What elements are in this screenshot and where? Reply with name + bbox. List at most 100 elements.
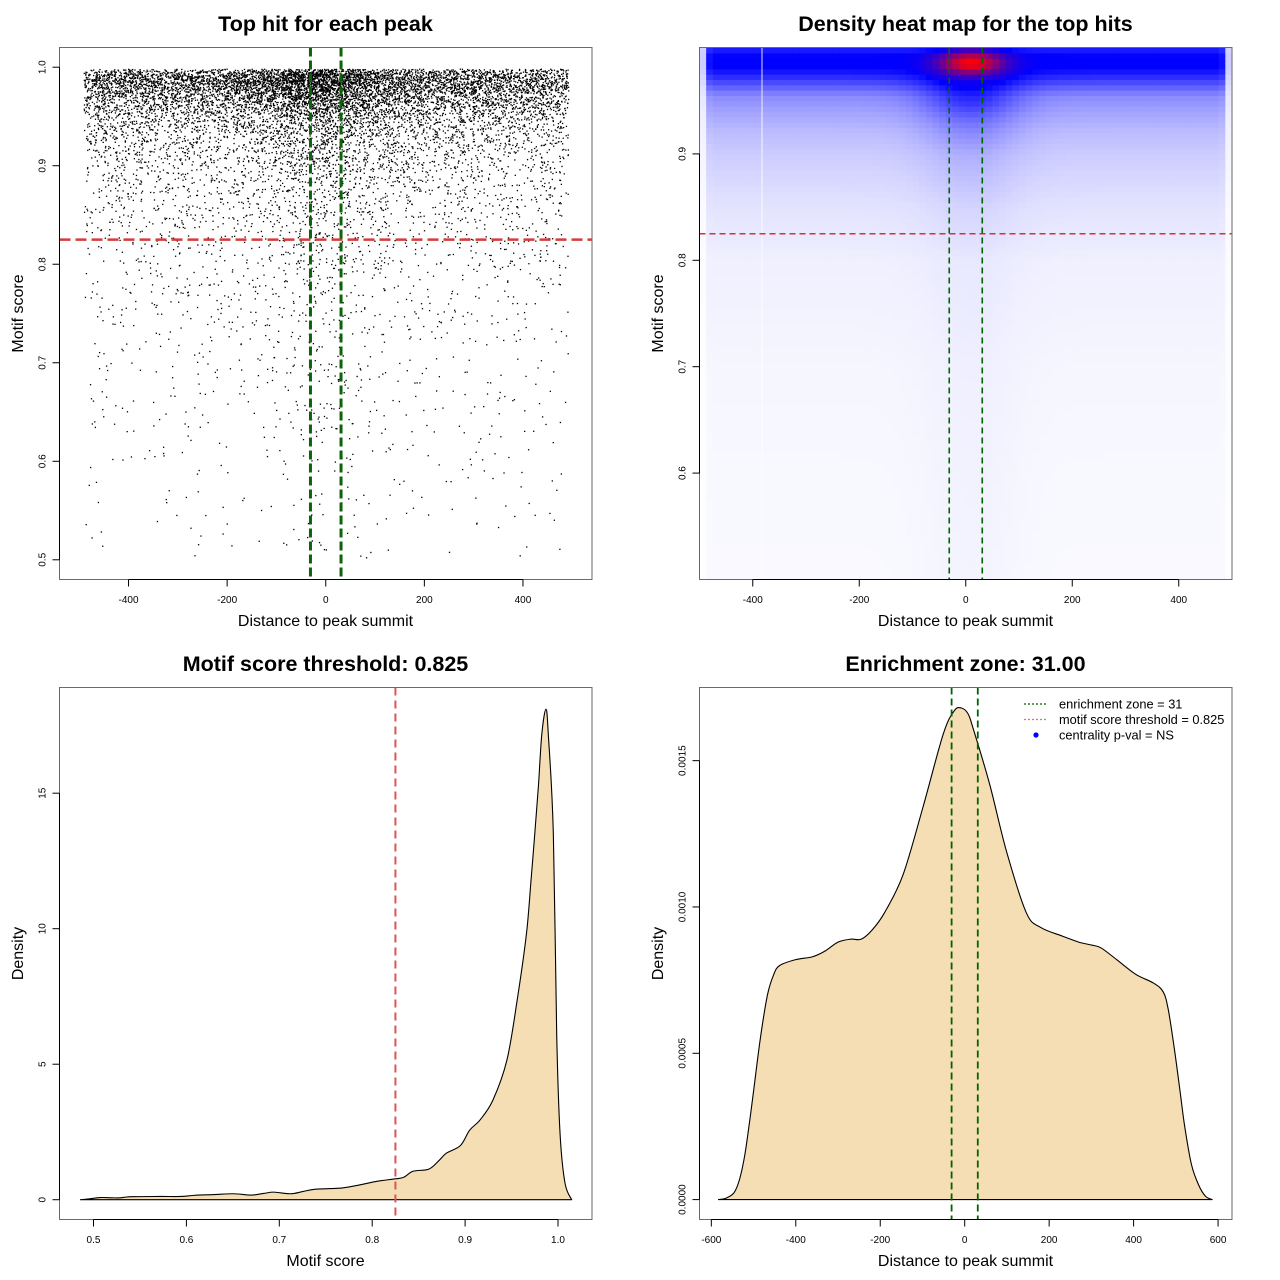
scatter-point <box>540 360 543 362</box>
scatter-point <box>421 308 424 310</box>
scatter-point <box>346 119 348 121</box>
scatter-point <box>230 89 232 91</box>
scatter-point <box>445 82 448 84</box>
scatter-point <box>251 68 253 70</box>
scatter-point <box>397 84 400 86</box>
scatter-point <box>123 83 125 85</box>
scatter-point <box>95 85 97 87</box>
scatter-point <box>444 93 447 95</box>
scatter-point <box>312 124 314 126</box>
scatter-point <box>467 221 469 224</box>
scatter-point <box>389 320 391 322</box>
scatter-point <box>401 268 403 270</box>
scatter-point <box>465 193 467 195</box>
scatter-point <box>405 86 407 88</box>
scatter-point <box>312 210 314 212</box>
scatter-point <box>407 93 409 95</box>
scatter-point <box>406 72 408 75</box>
scatter-point <box>372 143 374 145</box>
scatter-point <box>497 275 499 277</box>
scatter-point <box>322 148 324 150</box>
scatter-point <box>545 105 548 108</box>
scatter-point <box>309 95 311 97</box>
scatter-point <box>464 106 466 108</box>
scatter-point <box>281 112 283 115</box>
scatter-point <box>248 94 250 97</box>
scatter-point <box>556 103 558 105</box>
scatter-point <box>389 77 391 79</box>
scatter-point <box>406 325 409 327</box>
scatter-point <box>376 115 379 118</box>
scatter-point <box>330 170 332 172</box>
scatter-point <box>249 97 251 99</box>
scatter-point <box>389 118 391 120</box>
scatter-point <box>191 182 193 184</box>
scatter-point <box>534 116 536 118</box>
scatter-point <box>190 439 192 442</box>
scatter-point <box>153 104 155 106</box>
scatter-point <box>536 119 538 121</box>
scatter-point <box>164 85 167 88</box>
scatter-point <box>456 101 459 103</box>
scatter-point <box>212 69 215 71</box>
scatter-point <box>161 93 163 95</box>
scatter-point <box>99 84 102 86</box>
scatter-point <box>150 97 152 99</box>
scatter-point <box>239 82 242 84</box>
scatter-point <box>98 151 100 153</box>
scatter-point <box>170 267 172 270</box>
scatter-point <box>458 116 460 118</box>
scatter-point <box>87 97 90 99</box>
scatter-point <box>278 158 280 160</box>
scatter-point <box>160 119 163 122</box>
scatter-point <box>286 118 288 120</box>
scatter-point <box>329 276 331 279</box>
scatter-point <box>140 167 142 169</box>
scatter-point <box>196 85 198 87</box>
scatter-point <box>129 71 132 73</box>
scatter-point <box>207 75 209 77</box>
scatter-point <box>318 86 320 88</box>
scatter-point <box>253 97 256 100</box>
scatter-point <box>135 80 137 82</box>
scatter-point <box>201 163 203 165</box>
scatter-point <box>300 155 302 158</box>
scatter-point <box>556 72 558 74</box>
scatter-point <box>107 115 110 117</box>
scatter-point <box>452 99 455 101</box>
scatter-point <box>193 112 195 114</box>
scatter-point <box>418 78 420 80</box>
scatter-point <box>396 98 398 100</box>
scatter-point <box>219 79 222 81</box>
scatter-point <box>462 136 464 138</box>
scatter-point <box>292 142 295 144</box>
scatter-point <box>435 221 437 224</box>
scatter-point <box>391 94 394 96</box>
scatter-point <box>308 91 310 94</box>
scatter-point <box>492 71 495 73</box>
scatter-point <box>351 95 353 98</box>
scatter-point <box>470 176 472 178</box>
scatter-point <box>411 158 413 160</box>
scatter-point <box>375 148 378 150</box>
scatter-point <box>561 122 564 125</box>
scatter-point <box>253 180 255 182</box>
scatter-point <box>253 84 255 87</box>
scatter-point <box>352 232 354 235</box>
scatter-point <box>350 69 352 72</box>
scatter-point <box>292 189 294 191</box>
scatter-point <box>483 470 486 472</box>
scatter-point <box>497 321 499 324</box>
scatter-point <box>255 99 258 102</box>
scatter-point <box>506 84 508 87</box>
scatter-point <box>457 162 460 164</box>
scatter-point <box>414 171 416 174</box>
scatter-point <box>243 88 245 91</box>
scatter-point <box>184 127 186 129</box>
scatter-point <box>209 284 211 286</box>
scatter-point <box>376 182 378 184</box>
scatter-point <box>455 142 457 144</box>
scatter-point <box>230 82 233 84</box>
scatter-point <box>199 221 202 223</box>
scatter-point <box>280 101 283 103</box>
